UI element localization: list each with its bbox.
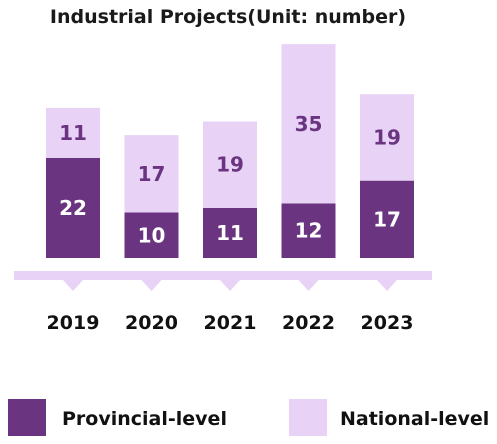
- data-label-provincial-2020: 10: [138, 223, 166, 247]
- x-tick-label-2023: 2023: [361, 312, 414, 334]
- bars-layer: 22 11 10 17 11 19 12 35 17 19: [46, 44, 414, 258]
- tick-marker-2019: [63, 280, 83, 291]
- bar-national-2023: [360, 94, 414, 181]
- axis-baseline: [14, 271, 432, 280]
- legend-label-provincial: Provincial-level: [62, 408, 227, 430]
- x-tick-label-2021: 2021: [204, 312, 257, 334]
- data-label-national-2019: 11: [59, 121, 87, 145]
- tick-marker-2020: [141, 280, 162, 291]
- data-label-national-2022: 35: [295, 112, 323, 136]
- data-label-national-2020: 17: [138, 162, 166, 186]
- legend-swatch-national: [289, 399, 327, 436]
- bar-national-2021: [203, 121, 257, 208]
- legend-swatch-provincial: [8, 399, 46, 436]
- x-tick-label-2022: 2022: [282, 312, 335, 334]
- tick-marker-2023: [377, 280, 397, 291]
- data-label-provincial-2021: 11: [216, 221, 244, 245]
- data-label-provincial-2019: 22: [59, 196, 87, 220]
- legend-label-national: National-level: [340, 408, 489, 430]
- chart-title: Industrial Projects(Unit: number): [50, 6, 406, 28]
- bar-provincial-2019: [46, 157, 100, 258]
- legend: Provincial-level National-level: [8, 399, 489, 436]
- data-label-provincial-2022: 12: [295, 219, 323, 243]
- tick-marker-2021: [220, 280, 240, 291]
- x-tick-label-2019: 2019: [47, 312, 100, 334]
- bar-national-2019: [46, 107, 100, 158]
- bar-national-2020: [124, 135, 179, 213]
- bar-provincial-2020: [124, 212, 179, 258]
- ticks-layer: 2019 2020 2021 2022 2023: [47, 280, 414, 334]
- bar-national-2022: [281, 44, 336, 204]
- data-label-national-2021: 19: [216, 153, 244, 177]
- data-label-national-2023: 19: [373, 125, 401, 149]
- bar-provincial-2023: [360, 180, 414, 258]
- bar-provincial-2022: [281, 203, 336, 258]
- tick-marker-2022: [298, 280, 319, 291]
- x-tick-label-2020: 2020: [125, 312, 178, 334]
- bar-provincial-2021: [203, 207, 257, 258]
- data-label-provincial-2023: 17: [373, 207, 401, 231]
